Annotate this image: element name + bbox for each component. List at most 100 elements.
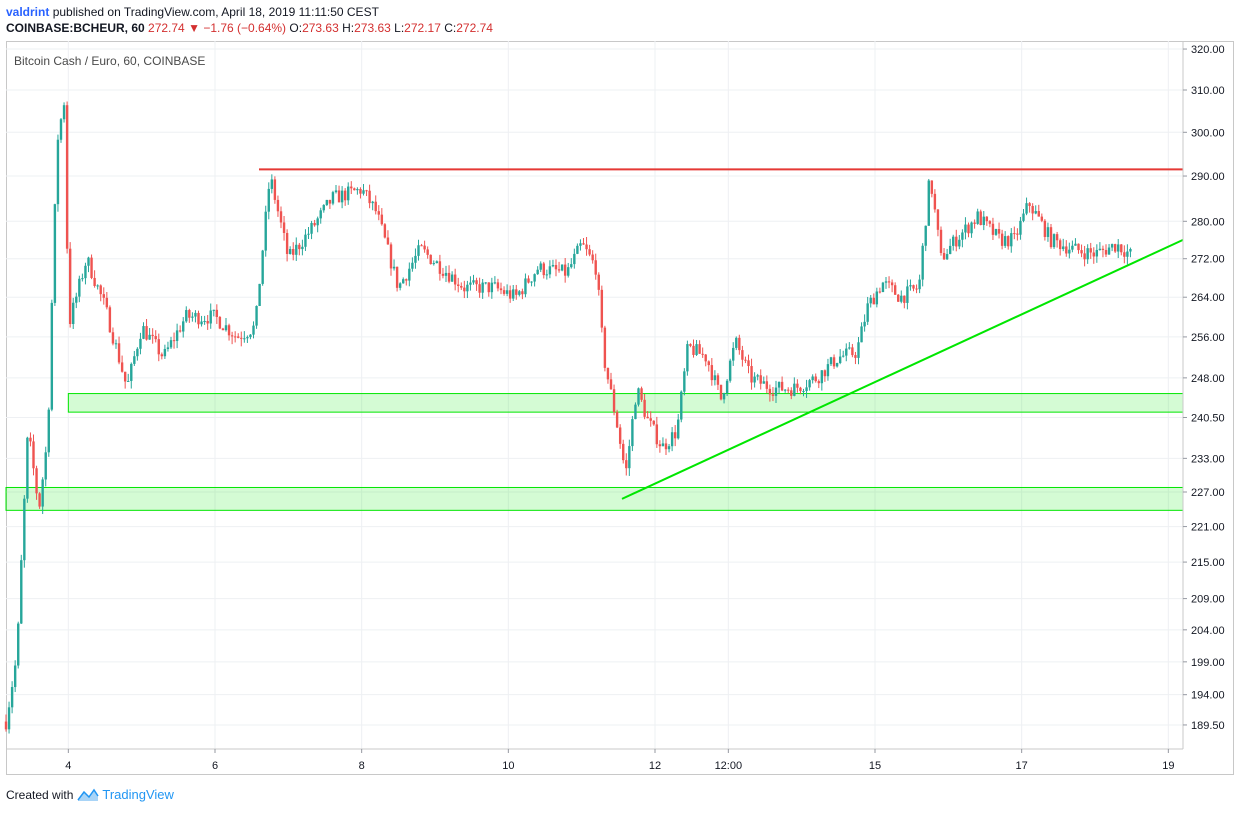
candle-body: [84, 265, 87, 279]
candle-body: [774, 387, 778, 396]
candle-body: [667, 446, 671, 450]
candle-body: [808, 380, 811, 388]
author-link[interactable]: valdrint: [6, 5, 50, 19]
ascending-trendline: [621, 238, 1184, 500]
candle-body: [893, 285, 897, 295]
candle-body: [463, 287, 466, 292]
x-tick-label: 12: [649, 760, 661, 772]
candle-body: [478, 284, 481, 293]
candle-body: [750, 366, 753, 383]
candle-body: [450, 274, 454, 282]
candle-body: [600, 289, 604, 328]
candle-body: [405, 279, 408, 281]
candle-body: [1126, 251, 1129, 257]
candle-body: [215, 309, 219, 318]
candle-body: [680, 391, 683, 420]
candle-body: [930, 180, 934, 194]
candle-body: [249, 334, 252, 338]
candle-body: [1000, 233, 1004, 246]
candle-body: [631, 419, 634, 447]
x-tick-label: 10: [502, 760, 514, 772]
candle-body: [756, 375, 759, 377]
candle-body: [1037, 211, 1040, 217]
candle-body: [875, 291, 879, 305]
candle-body: [395, 266, 399, 288]
candle-body: [686, 344, 689, 372]
candle-body: [508, 290, 512, 299]
candle-body: [7, 707, 11, 730]
candle-body: [188, 310, 191, 318]
candle-body: [728, 360, 732, 381]
candle-body: [114, 343, 118, 345]
candle-body: [958, 239, 961, 247]
x-tick-label: 17: [1016, 760, 1028, 772]
candle-body: [1055, 234, 1059, 241]
candle-body: [261, 250, 264, 284]
candle-body: [530, 281, 533, 283]
ohlc-line: COINBASE:BCHEUR, 60 272.74 ▼ −1.76 (−0.6…: [6, 20, 493, 36]
candle-body: [38, 493, 41, 507]
candle-body: [707, 361, 710, 366]
candle-body: [741, 350, 744, 360]
support-zones-layer: [5, 393, 1184, 511]
last-price: 272.74: [148, 21, 185, 35]
candle-body: [1117, 244, 1120, 252]
candle-body: [793, 383, 796, 396]
candle-body: [151, 334, 154, 337]
candle-body: [203, 321, 206, 323]
candle-body: [380, 214, 384, 225]
candle-body: [408, 268, 411, 281]
candle-body: [997, 229, 1001, 234]
candle-body: [512, 289, 515, 299]
candle-body: [683, 371, 686, 392]
candle-body: [32, 441, 35, 469]
candle-body: [521, 291, 524, 295]
candle-body: [328, 199, 332, 204]
candle-body: [545, 274, 549, 276]
close-value: 272.74: [456, 21, 493, 35]
candle-body: [469, 282, 472, 285]
candle-body: [279, 211, 283, 223]
candle-body: [267, 188, 270, 212]
candle-body: [334, 190, 338, 193]
candle-body: [640, 388, 643, 400]
candle-body: [1107, 247, 1111, 255]
candle-body: [505, 290, 509, 294]
candle-body: [356, 189, 359, 191]
candle-body: [230, 335, 234, 337]
candle-body: [99, 285, 102, 295]
candle-body: [567, 267, 570, 276]
low-label: L:: [394, 21, 405, 35]
candle-body: [573, 253, 576, 265]
candle-body: [1074, 243, 1077, 246]
candle-body: [1101, 248, 1105, 250]
candle-body: [783, 389, 787, 391]
candle-body: [851, 347, 854, 356]
candle-body: [185, 310, 188, 322]
candle-body: [768, 388, 772, 395]
candle-body: [952, 236, 955, 246]
candle-body: [212, 309, 215, 311]
candle-body: [1089, 248, 1092, 253]
candle-body: [175, 330, 179, 341]
candle-body: [417, 245, 420, 256]
candle-body: [191, 316, 194, 318]
candle-body: [130, 363, 133, 381]
candle-body: [759, 375, 762, 384]
published-text: published on TradingView.com, April 18, …: [52, 5, 379, 19]
candle-body: [533, 274, 536, 282]
candle-body: [10, 687, 14, 708]
high-value: 273.63: [354, 21, 391, 35]
candle-body: [820, 370, 824, 384]
candle-body: [976, 211, 979, 224]
candle-body: [420, 245, 423, 247]
candle-body: [23, 498, 26, 561]
tradingview-brand-link[interactable]: TradingView: [102, 787, 174, 802]
candle-body: [466, 284, 469, 292]
candle-body: [747, 360, 750, 367]
candle-body: [799, 387, 802, 392]
y-tick-label: 189.50: [1191, 720, 1225, 732]
candle-body: [615, 412, 619, 428]
candle-body: [1007, 236, 1010, 247]
